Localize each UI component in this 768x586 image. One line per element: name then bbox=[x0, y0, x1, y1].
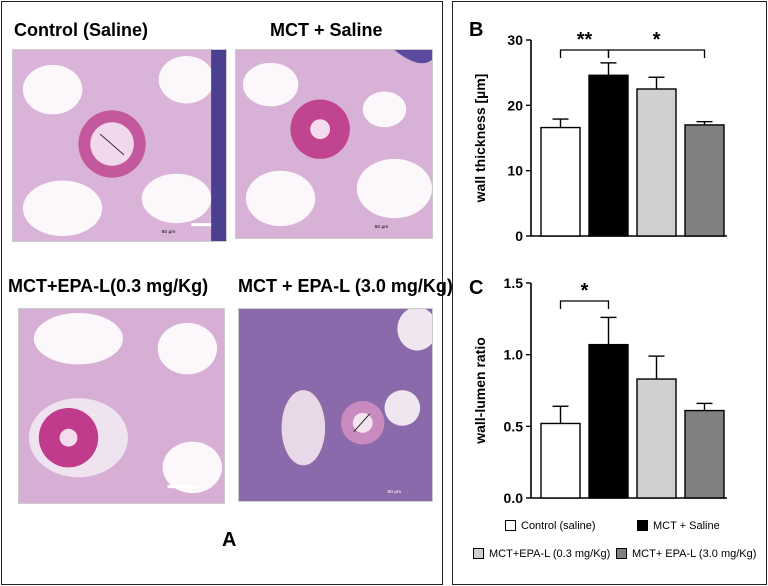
y-tick-label: 0.5 bbox=[504, 418, 524, 434]
significance-label: * bbox=[581, 280, 589, 302]
y-axis-label: wall thickness [µm] bbox=[472, 74, 488, 204]
legend-swatch bbox=[637, 520, 648, 531]
panel-a-histology: Control (Saline) MCT + Saline 60 µm bbox=[1, 1, 453, 585]
legend-item-epa-low: MCT+EPA-L (0.3 mg/Kg) bbox=[473, 548, 610, 560]
histology-image-control: 60 µm bbox=[12, 49, 227, 242]
scale-bar-label: 60 µm bbox=[387, 489, 401, 495]
legend-swatch bbox=[505, 520, 516, 531]
bar bbox=[684, 409, 725, 499]
y-tick-label: 1.0 bbox=[504, 347, 524, 363]
bar bbox=[684, 124, 725, 237]
bar bbox=[540, 126, 581, 237]
histology-image-mct-saline: 60 µm bbox=[235, 49, 433, 239]
image-title-epa-high: MCT + EPA-L (3.0 mg/Kg) bbox=[238, 276, 453, 296]
chart-c-wall-lumen-ratio: 0.0 0.5 1.0 1.5 wall-lumen ratio * bbox=[472, 275, 727, 506]
significance-bracket bbox=[607, 49, 706, 58]
legend-label: MCT + Saline bbox=[653, 520, 720, 532]
bar bbox=[636, 378, 677, 499]
legend-label: MCT+ EPA-L (3.0 mg/Kg) bbox=[632, 548, 757, 560]
bar bbox=[588, 343, 629, 499]
legend-item-mct-saline: MCT + Saline bbox=[637, 520, 720, 532]
y-tick-label: 1.5 bbox=[504, 275, 524, 291]
image-title-mct-saline: MCT + Saline bbox=[270, 20, 383, 40]
significance-label: ** bbox=[577, 29, 593, 51]
legend-item-epa-high: MCT+ EPA-L (3.0 mg/Kg) bbox=[616, 548, 756, 560]
scale-bar-label: 60 µm bbox=[162, 229, 176, 235]
legend-label: MCT+EPA-L (0.3 mg/Kg) bbox=[489, 548, 611, 560]
y-tick-label: 0 bbox=[515, 228, 523, 244]
legend-label: Control (saline) bbox=[521, 520, 596, 532]
histology-image-epa-high: 60 µm bbox=[238, 308, 433, 502]
panel-bc-charts: B C 0 10 20 30 wall thickness [µm] ** * 0.0 0.5… bbox=[452, 1, 767, 585]
significance-bracket bbox=[559, 300, 610, 309]
panel-letter-b: B bbox=[469, 19, 484, 41]
y-tick-label: 10 bbox=[507, 163, 523, 179]
image-title-epa-low: MCT+EPA-L(0.3 mg/Kg) bbox=[8, 276, 209, 296]
legend-swatch bbox=[616, 548, 627, 559]
legend-item-control: Control (saline) bbox=[505, 520, 596, 532]
image-title-control: Control (Saline) bbox=[14, 20, 148, 40]
legend-swatch bbox=[473, 548, 484, 559]
y-axis-label: wall-lumen ratio bbox=[472, 337, 488, 445]
bar bbox=[540, 422, 581, 499]
bar bbox=[636, 88, 677, 237]
significance-label: * bbox=[653, 29, 661, 51]
histology-image-epa-low bbox=[18, 308, 225, 504]
y-tick-label: 30 bbox=[507, 32, 523, 48]
significance-bracket bbox=[559, 49, 610, 58]
y-tick-label: 0.0 bbox=[504, 490, 524, 506]
y-tick-label: 20 bbox=[507, 97, 523, 113]
panel-letter-c: C bbox=[469, 277, 484, 299]
panel-letter-a: A bbox=[222, 529, 237, 551]
scale-bar-label: 60 µm bbox=[375, 224, 389, 230]
bar bbox=[588, 74, 629, 237]
